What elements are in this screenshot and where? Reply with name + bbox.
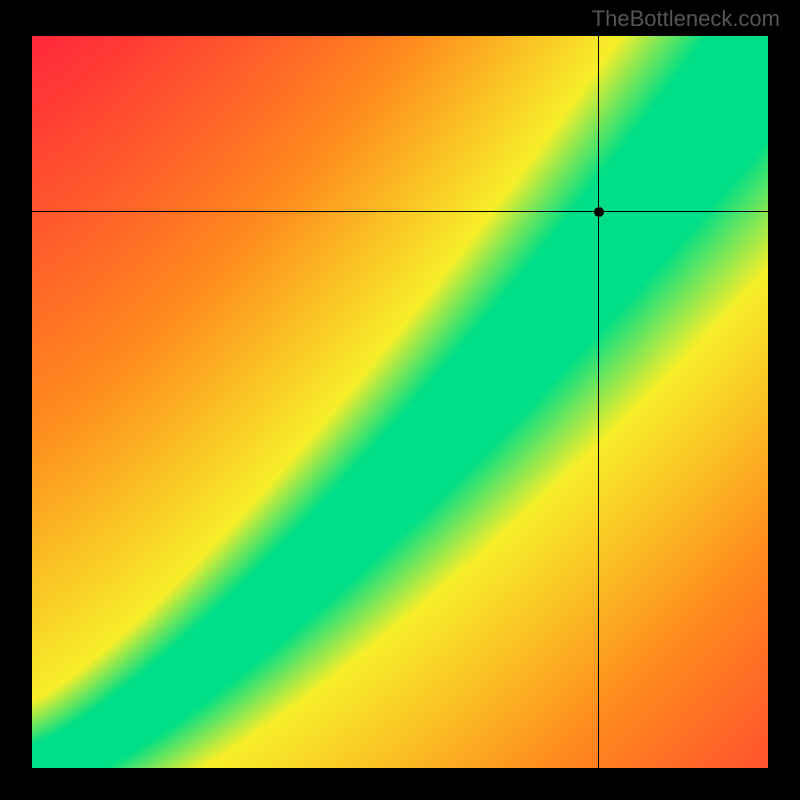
- crosshair-vertical: [598, 36, 599, 768]
- watermark-text: TheBottleneck.com: [592, 6, 780, 32]
- crosshair-marker: [594, 207, 604, 217]
- heatmap-canvas: [32, 36, 768, 768]
- chart-container: TheBottleneck.com: [0, 0, 800, 800]
- crosshair-horizontal: [32, 211, 768, 212]
- plot-area: [32, 36, 768, 768]
